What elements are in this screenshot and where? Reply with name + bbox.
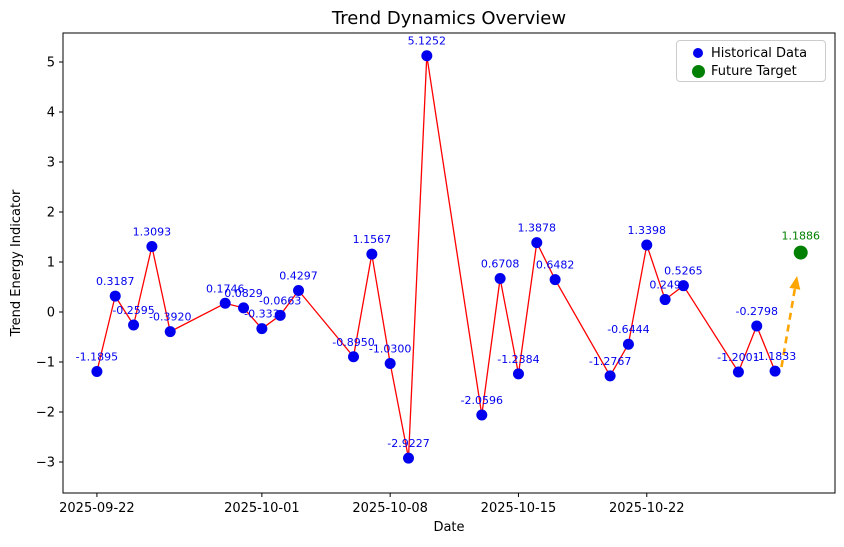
point-label: -0.2595 xyxy=(112,304,154,317)
y-tick-label: 4 xyxy=(47,106,55,121)
forecast-arrow-head xyxy=(789,276,801,290)
point-label: 0.4297 xyxy=(279,270,318,283)
point-label: 0.3187 xyxy=(96,275,135,288)
historical-point-marker xyxy=(256,323,268,335)
point-label: -0.0663 xyxy=(259,294,301,307)
point-label: -0.8950 xyxy=(332,336,374,349)
point-label: 0.6482 xyxy=(536,259,575,272)
x-tick-label: 2025-10-15 xyxy=(481,501,557,516)
legend: Historical Data Future Target xyxy=(676,40,826,82)
legend-label: Historical Data xyxy=(711,45,808,61)
legend-item-historical: Historical Data xyxy=(685,44,817,62)
historical-point-marker xyxy=(164,326,176,338)
point-label: 1.3878 xyxy=(518,222,557,235)
point-label: -0.2798 xyxy=(736,305,778,318)
point-label: -1.0300 xyxy=(369,343,411,356)
legend-item-future: Future Target xyxy=(685,62,817,80)
historical-point-marker xyxy=(604,370,616,382)
y-tick-label: −3 xyxy=(36,456,55,471)
historical-point-marker xyxy=(659,294,671,306)
historical-point-marker xyxy=(91,365,103,377)
historical-point-marker xyxy=(128,319,140,331)
point-label: 0.1746 xyxy=(206,282,245,295)
y-axis-label: Trend Energy Indicator xyxy=(9,189,24,337)
point-label: 0.6708 xyxy=(481,257,520,270)
historical-point-marker xyxy=(421,50,433,62)
point-label: 0.249 xyxy=(649,279,681,292)
future-target-marker xyxy=(793,245,808,260)
point-label: -2.0596 xyxy=(461,394,503,407)
forecast-arrow-shaft xyxy=(780,288,797,368)
historical-point-marker xyxy=(402,452,414,464)
point-label: 0.0829 xyxy=(224,287,263,300)
historical-point-marker xyxy=(366,248,378,260)
historical-point-marker xyxy=(476,409,488,421)
x-tick-label: 2025-10-22 xyxy=(609,501,685,516)
point-label: -0.6444 xyxy=(607,323,649,336)
y-tick-label: 1 xyxy=(47,256,55,271)
y-tick-label: −1 xyxy=(36,356,55,371)
historical-point-marker xyxy=(348,351,360,363)
historical-point-marker xyxy=(677,280,689,292)
point-label: 1.3398 xyxy=(628,224,667,237)
historical-point-marker xyxy=(238,302,250,314)
historical-point-marker xyxy=(732,366,744,378)
legend-label: Future Target xyxy=(711,63,797,79)
point-label: -1.2384 xyxy=(497,353,539,366)
point-label: 1.1567 xyxy=(353,233,392,246)
historical-point-marker xyxy=(751,320,763,332)
historical-point-marker xyxy=(531,237,543,249)
point-label: -0.3920 xyxy=(149,311,191,324)
historical-point-marker xyxy=(384,358,396,369)
trend-line xyxy=(96,55,776,459)
point-label: -1.1833 xyxy=(754,350,796,363)
chart-title: Trend Dynamics Overview xyxy=(331,8,567,29)
x-tick-label: 2025-09-22 xyxy=(59,501,135,516)
historical-marker-icon xyxy=(685,48,711,58)
historical-point-marker xyxy=(109,290,121,302)
x-axis-label: Date xyxy=(433,520,465,535)
y-tick-label: 5 xyxy=(47,56,55,71)
historical-point-marker xyxy=(146,241,158,253)
point-label: 0.5265 xyxy=(664,265,703,278)
point-label: 1.3093 xyxy=(133,226,172,239)
historical-point-marker xyxy=(219,297,231,309)
future-target-label: 1.1886 xyxy=(781,230,820,243)
y-tick-label: 0 xyxy=(47,306,55,321)
point-label: -0.333 xyxy=(244,308,279,321)
x-tick-label: 2025-10-01 xyxy=(224,501,300,516)
future-marker-icon xyxy=(685,64,711,78)
historical-point-marker xyxy=(641,239,653,251)
y-tick-label: 3 xyxy=(47,156,55,171)
historical-point-marker xyxy=(293,285,305,297)
point-label: -1.1895 xyxy=(76,350,118,363)
point-label: -2.9227 xyxy=(387,437,429,450)
point-label: -1.2001 xyxy=(717,351,759,364)
plot-border xyxy=(62,32,836,494)
historical-point-marker xyxy=(549,274,561,286)
x-tick-label: 2025-10-08 xyxy=(352,501,428,516)
historical-point-marker xyxy=(274,309,286,321)
historical-point-marker xyxy=(622,338,634,350)
y-tick-label: −2 xyxy=(36,406,55,421)
point-label: 5.1252 xyxy=(408,35,447,48)
point-label: -1.2767 xyxy=(589,355,631,368)
historical-point-marker xyxy=(512,368,524,380)
historical-point-marker xyxy=(769,365,781,377)
y-tick-label: 2 xyxy=(47,206,55,221)
historical-point-marker xyxy=(494,272,506,284)
